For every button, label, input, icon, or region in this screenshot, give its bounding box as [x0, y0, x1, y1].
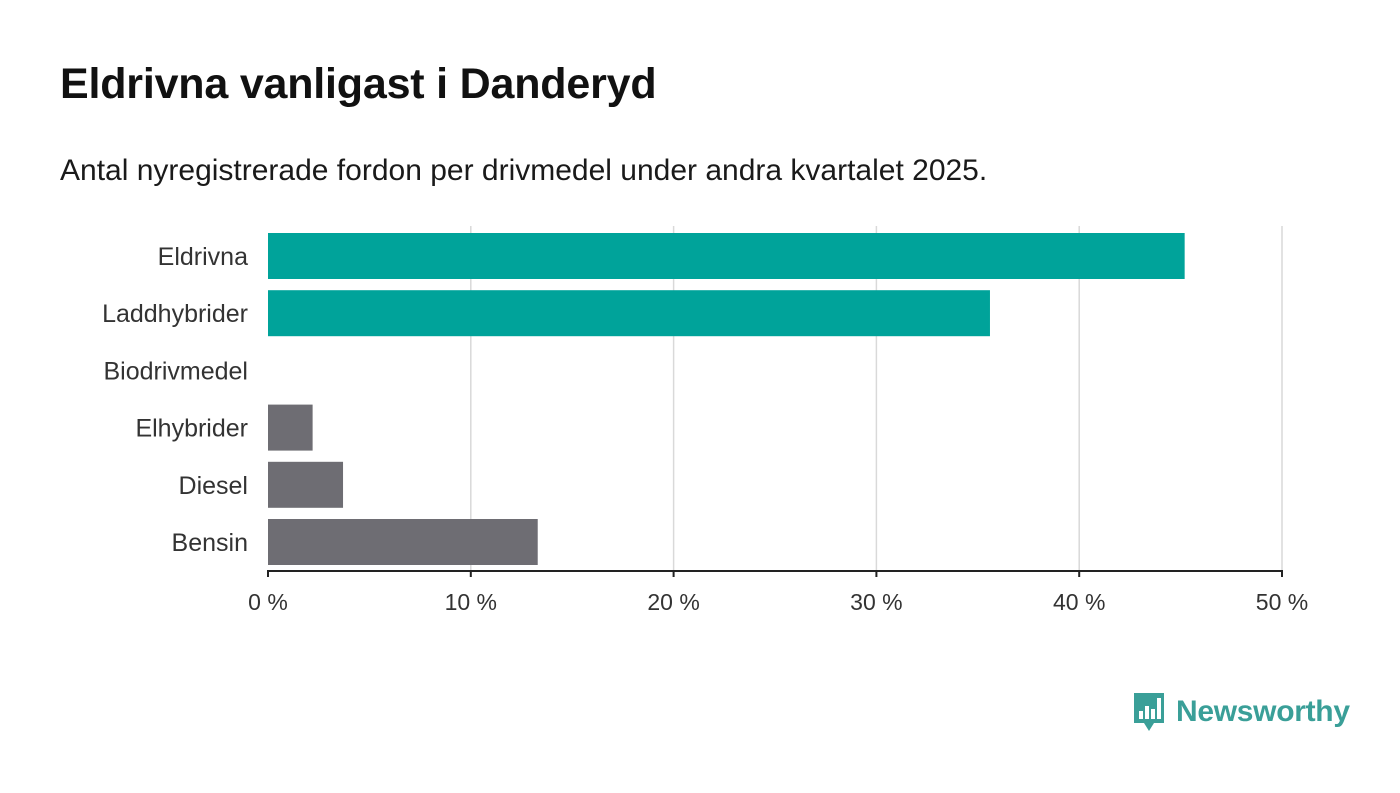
bars	[268, 233, 1185, 565]
category-label: Bensin	[172, 529, 248, 557]
category-label: Elhybrider	[135, 415, 248, 443]
newsworthy-logo-icon	[1134, 693, 1164, 731]
x-axis: 0 % 10 % 20 % 30 % 40 % 50 %	[248, 570, 1308, 615]
category-label: Biodrivmedel	[103, 357, 248, 385]
bar	[268, 519, 538, 565]
bar	[268, 404, 313, 451]
x-tick-label: 30 %	[850, 589, 902, 615]
bar	[268, 290, 990, 337]
bar	[268, 461, 344, 508]
bar	[268, 233, 1185, 279]
category-label: Laddhybrider	[102, 300, 248, 328]
brand-logo[interactable]: Newsworthy	[1132, 690, 1350, 734]
category-label: Diesel	[179, 472, 248, 500]
chart-subtitle: Antal nyregistrerade fordon per drivmede…	[60, 154, 988, 187]
x-tick-label: 10 %	[445, 589, 497, 615]
x-tick-label: 0 %	[248, 589, 288, 615]
category-labels: Eldrivna Laddhybrider Biodrivmedel Elhybrid…	[102, 243, 248, 557]
brand-name: Newsworthy	[1176, 695, 1350, 728]
x-tick-label: 50 %	[1256, 589, 1308, 615]
x-tick-label: 20 %	[647, 589, 699, 615]
x-tick-label: 40 %	[1053, 589, 1105, 615]
chart-title: Eldrivna vanligast i Danderyd	[60, 60, 657, 108]
gridlines	[470, 226, 1283, 571]
category-label: Eldrivna	[158, 243, 248, 271]
